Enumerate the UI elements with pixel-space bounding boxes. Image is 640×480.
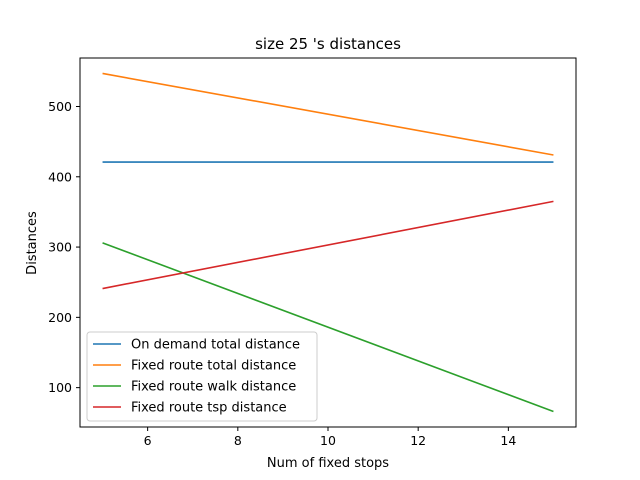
series-line-2	[102, 72, 554, 156]
y-tick-label: 200	[48, 310, 72, 325]
x-tick-label: 6	[144, 433, 152, 448]
y-tick-label: 500	[48, 99, 72, 114]
legend-label-2: Fixed route total distance	[131, 359, 296, 374]
y-tick-label: 300	[48, 240, 72, 255]
series-line-4	[102, 200, 554, 290]
chart-title: size 25 's distances	[255, 35, 401, 53]
series-layer	[102, 72, 554, 413]
x-tick-label: 12	[410, 433, 426, 448]
series-line-3	[102, 242, 554, 413]
legend-label-1: On demand total distance	[131, 338, 300, 353]
y-axis-label: Distances	[25, 211, 40, 275]
x-axis-ticks: 6 8 10 12 14	[144, 427, 516, 448]
legend-label-3: Fixed route walk distance	[131, 380, 296, 395]
x-tick-label: 10	[320, 433, 336, 448]
x-axis-label: Num of fixed stops	[267, 456, 389, 471]
legend-label-4: Fixed route tsp distance	[131, 401, 287, 416]
x-tick-label: 14	[500, 433, 516, 448]
x-tick-label: 8	[234, 433, 242, 448]
y-tick-label: 100	[48, 380, 72, 395]
legend-box	[86, 331, 318, 422]
y-axis-ticks: 100 200 300 400 500	[48, 99, 80, 395]
y-tick-label: 400	[48, 169, 72, 184]
legend: On demand total distance Fixed route tota…	[86, 331, 318, 422]
